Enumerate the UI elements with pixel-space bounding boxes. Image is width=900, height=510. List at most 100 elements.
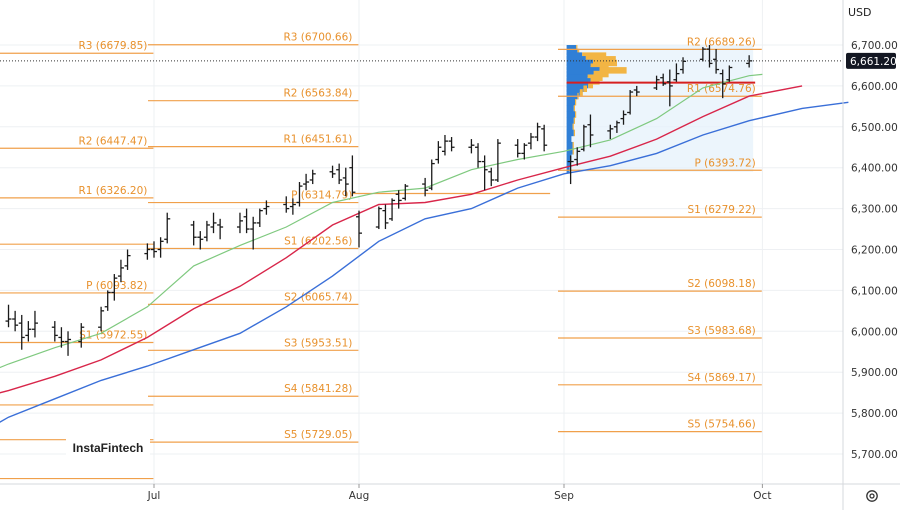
price-tick-label: 5,700.00 bbox=[851, 449, 898, 461]
ohlc-bar bbox=[514, 139, 521, 158]
ohlc-bar bbox=[521, 143, 528, 160]
volume-profile-bar-up bbox=[566, 67, 600, 74]
ohlc-bar bbox=[78, 323, 85, 348]
currency-label: USD bbox=[848, 6, 872, 19]
pivot-label: R1 (6574.76) bbox=[687, 83, 756, 95]
gear-icon bbox=[866, 490, 878, 502]
ohlc-bar bbox=[157, 237, 164, 258]
ohlc-bar bbox=[243, 208, 250, 234]
ohlc-bar bbox=[18, 314, 25, 350]
ohlc-bar bbox=[713, 49, 720, 74]
ohlc-bar bbox=[481, 155, 488, 191]
ohlc-bar bbox=[395, 190, 402, 209]
ohlc-bar bbox=[534, 122, 541, 142]
ohlc-bar bbox=[197, 231, 204, 250]
price-tick-label: 5,800.00 bbox=[851, 408, 898, 420]
ohlc-bar bbox=[203, 220, 210, 242]
pivot-label: S4 (5841.28) bbox=[284, 383, 352, 395]
ohlc-bar bbox=[164, 212, 171, 244]
volume-profile-bar-down bbox=[572, 141, 574, 149]
volume-profile-bar-down bbox=[590, 63, 609, 70]
ohlc-bar bbox=[719, 69, 726, 99]
volume-profile-bar-down bbox=[577, 48, 580, 56]
volume-profile-bar-up bbox=[566, 117, 574, 124]
price-tick-label: 6,500.00 bbox=[851, 122, 898, 134]
ohlc-bar bbox=[309, 169, 316, 185]
ohlc-bar bbox=[296, 182, 303, 207]
ohlc-bar bbox=[402, 184, 409, 201]
ohlc-bar bbox=[342, 167, 349, 197]
ohlc-bar bbox=[428, 159, 435, 191]
volume-profile-bar-down bbox=[590, 78, 600, 85]
volume-profile-bar-up bbox=[566, 81, 589, 89]
volume-profile-bar-up bbox=[566, 78, 591, 85]
ohlc-bar bbox=[58, 327, 65, 348]
ohlc-bar bbox=[51, 321, 58, 342]
ohlc-bar bbox=[375, 206, 382, 230]
pivot-label: P (6093.82) bbox=[86, 280, 147, 292]
volume-profile bbox=[566, 45, 756, 173]
ohlc-bar bbox=[673, 63, 680, 82]
ohlc-bar bbox=[5, 304, 12, 328]
pivot-label: R3 (6679.85) bbox=[78, 40, 147, 52]
ohlc-bar bbox=[190, 220, 197, 246]
price-tick-label: 5,900.00 bbox=[851, 367, 898, 379]
ohlc-bar bbox=[256, 208, 263, 228]
volume-profile-bar-up bbox=[566, 56, 586, 63]
ohlc-bar bbox=[283, 196, 290, 213]
volume-profile-bar-up bbox=[566, 129, 574, 137]
volume-profile-bar-down bbox=[583, 85, 588, 93]
price-tick-label: 6,000.00 bbox=[851, 326, 898, 338]
volume-profile-bar-up bbox=[566, 105, 574, 112]
ohlc-bar bbox=[250, 216, 257, 250]
volume-profile-bar-up bbox=[566, 85, 584, 93]
moving-averages bbox=[0, 73, 849, 423]
volume-profile-bar-down bbox=[593, 70, 609, 78]
ohlc-bar bbox=[144, 243, 151, 260]
ohlc-bar bbox=[104, 290, 111, 311]
volume-profile-bar-down bbox=[573, 117, 576, 124]
ohlc-bar bbox=[117, 259, 124, 283]
volume-profile-bar-down bbox=[575, 99, 577, 106]
ohlc-bar bbox=[217, 218, 224, 240]
ohlc-bar bbox=[389, 198, 396, 221]
volume-profile-bar-up bbox=[566, 70, 594, 78]
ohlc-bar bbox=[633, 85, 640, 97]
volume-profile-bar-up bbox=[566, 59, 594, 67]
time-tick-label: Sep bbox=[554, 490, 574, 502]
price-tick-label: 6,200.00 bbox=[851, 245, 898, 257]
ohlc-bar bbox=[356, 210, 362, 248]
ohlc-bar bbox=[236, 212, 243, 234]
ohlc-bar bbox=[382, 204, 389, 230]
moving-average-sma_mid bbox=[0, 85, 803, 394]
time-tick-label: Jul bbox=[147, 490, 161, 502]
pivot-label: S5 (5729.05) bbox=[284, 429, 352, 441]
price-tick-label: 6,100.00 bbox=[851, 285, 898, 297]
ohlc-bar bbox=[627, 89, 634, 115]
volume-profile-bar-down bbox=[576, 45, 578, 52]
price-tick-label: 6,400.00 bbox=[851, 163, 898, 175]
price-tick-label: 6,700.00 bbox=[851, 40, 898, 52]
currency-selector[interactable]: USD bbox=[848, 3, 892, 23]
time-tick-label: Aug bbox=[349, 490, 370, 502]
ohlc-bar bbox=[210, 212, 217, 234]
ohlc-bar bbox=[435, 141, 442, 164]
ohlc-bars bbox=[5, 45, 753, 356]
pivot-levels: R3 (6679.85) R2 (6447.47) R1 (6326.20) P (6… bbox=[0, 32, 762, 480]
ohlc-bar bbox=[607, 124, 614, 140]
pivot-label: S5 (5754.66) bbox=[687, 419, 755, 431]
volume-profile-bar-up bbox=[566, 63, 591, 70]
volume-profile-bar-up bbox=[566, 52, 583, 59]
pivot-label: R1 (6326.20) bbox=[78, 185, 147, 197]
last-price-tag: 6,661.20 bbox=[846, 52, 897, 69]
moving-average-sma_short bbox=[0, 73, 763, 369]
ohlc-bar bbox=[263, 200, 270, 215]
pivot-label: S1 (6279.22) bbox=[687, 204, 755, 216]
ohlc-bar bbox=[65, 331, 72, 356]
settings-button[interactable] bbox=[861, 487, 883, 505]
ohlc-bar bbox=[329, 165, 336, 178]
pivot-label: S4 (5869.17) bbox=[687, 372, 755, 384]
volume-profile-bar-up bbox=[566, 74, 588, 81]
